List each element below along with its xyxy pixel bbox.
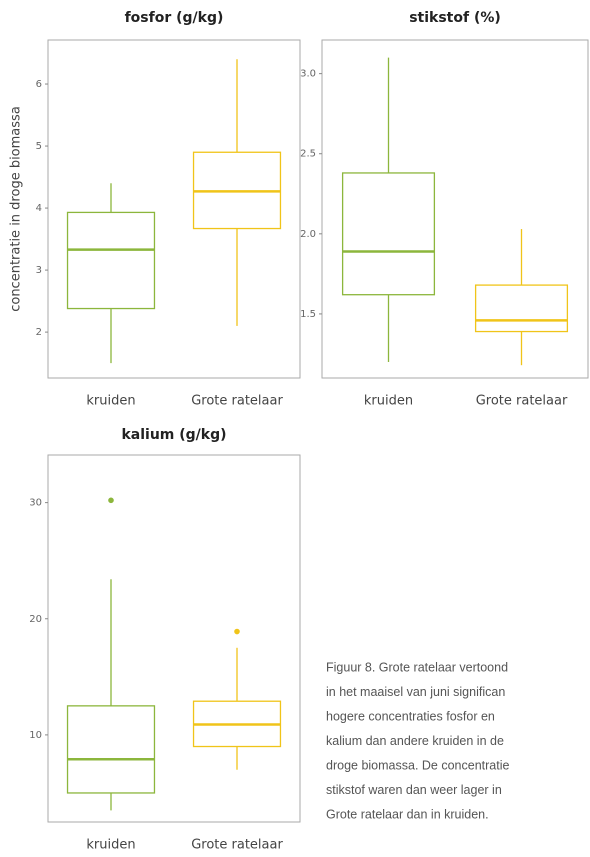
x-tick-label: kruiden xyxy=(86,394,135,409)
panel xyxy=(321,39,589,379)
caption-line: Grote ratelaar dan in kruiden. xyxy=(326,807,489,821)
y-tick-label: 3 xyxy=(36,265,42,276)
x-tick-label: Grote ratelaar xyxy=(191,838,283,853)
box xyxy=(474,284,569,333)
caption-line: droge biomassa. De concentratie xyxy=(326,758,509,772)
y-tick-label: 3.0 xyxy=(300,69,316,80)
caption-line: kalium dan andere kruiden in de xyxy=(326,734,504,748)
outlier xyxy=(234,628,240,635)
caption-line: hogere concentraties fosfor en xyxy=(326,709,495,723)
y-tick-label: 2 xyxy=(36,327,42,338)
outlier xyxy=(108,497,114,504)
caption-line: in het maaisel van juni significan xyxy=(326,685,505,699)
x-tick-label: kruiden xyxy=(86,838,135,853)
chart-title: stikstof (%) xyxy=(409,10,501,26)
box xyxy=(341,172,436,296)
box xyxy=(66,211,156,310)
y-tick-label: 1.5 xyxy=(300,309,316,320)
x-tick-label: Grote ratelaar xyxy=(191,394,283,409)
chart-title: fosfor (g/kg) xyxy=(125,10,224,26)
y-tick-label: 20 xyxy=(29,614,42,625)
x-tick-label: kruiden xyxy=(364,394,413,409)
y-tick-label: 2.0 xyxy=(300,229,316,240)
y-tick-label: 5 xyxy=(36,141,42,152)
y-tick-label: 2.5 xyxy=(300,149,316,160)
caption-line: Figuur 8. Grote ratelaar vertoond xyxy=(326,660,508,674)
panel xyxy=(47,454,301,823)
chart-title: kalium (g/kg) xyxy=(121,427,226,443)
x-tick-label: Grote ratelaar xyxy=(476,394,568,409)
caption-line: stikstof waren dan weer lager in xyxy=(326,783,502,797)
y-tick-label: 10 xyxy=(29,730,42,741)
y-tick-label: 4 xyxy=(36,203,42,214)
box xyxy=(66,705,156,794)
y-axis-label: concentratie in droge biomassa xyxy=(9,106,24,312)
y-tick-label: 6 xyxy=(36,79,42,90)
y-tick-label: 30 xyxy=(29,498,42,509)
panel xyxy=(47,39,301,379)
